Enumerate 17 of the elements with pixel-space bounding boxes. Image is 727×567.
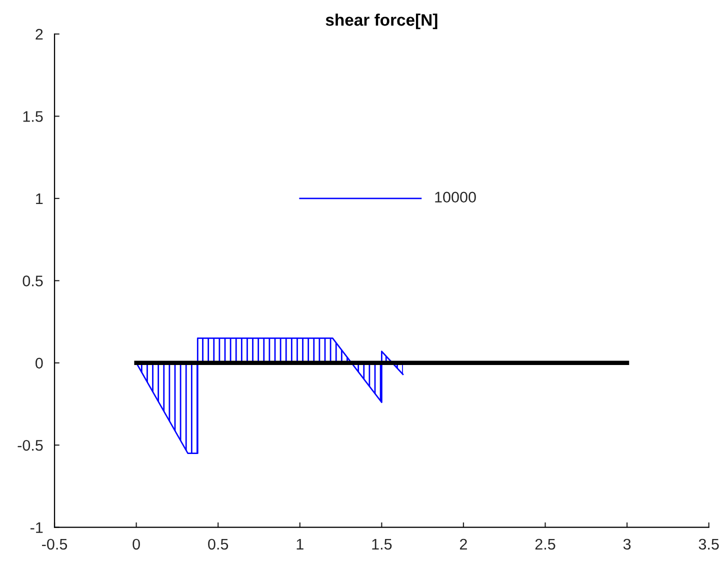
y-tick-label: -0.5	[18, 440, 43, 451]
x-tick-label: 1.5	[372, 538, 392, 550]
x-tick-label: 1	[296, 538, 304, 550]
y-tick-label: 1.5	[23, 111, 43, 122]
x-tick-label: 0.5	[208, 538, 228, 550]
x-tick-label: 3	[623, 538, 631, 550]
y-tick-label: 0	[36, 358, 43, 369]
x-tick-label: 2	[460, 538, 467, 550]
y-tick-label: -1	[30, 522, 43, 533]
y-tick-label: 0.5	[22, 276, 43, 286]
series-label: 10000	[435, 192, 476, 203]
x-tick-label: 3.5	[698, 538, 719, 550]
x-tick-label: 0	[132, 538, 140, 550]
y-tick-label: 1	[36, 193, 43, 204]
chart-title: shear force[N]	[326, 14, 438, 30]
x-tick-label: 2.5	[535, 538, 556, 550]
y-tick-label: 2	[36, 28, 43, 40]
